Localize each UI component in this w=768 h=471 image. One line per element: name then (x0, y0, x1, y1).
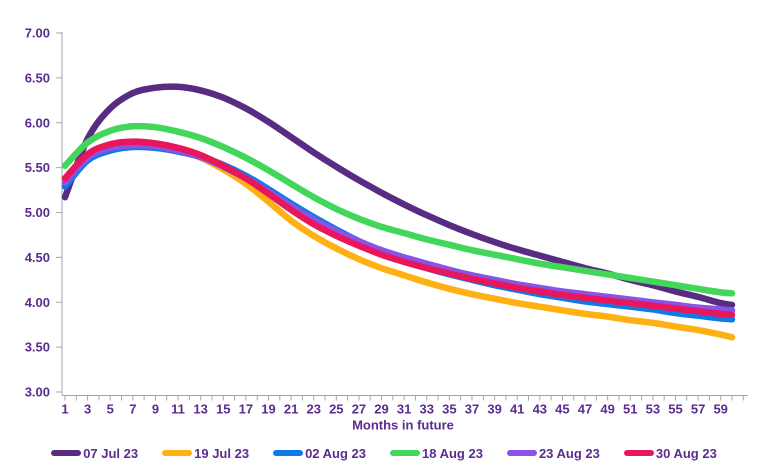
x-tick-label: 43 (533, 402, 547, 417)
x-tick-label: 13 (193, 402, 207, 417)
axis-labels: 3.003.504.004.505.005.506.006.507.001 3 5 7… (25, 26, 728, 433)
series-lines (61, 83, 736, 341)
x-tick-label: 39 (487, 402, 501, 417)
x-tick-label: 11 (171, 402, 185, 417)
y-tick-label: 6.50 (25, 70, 50, 85)
x-tick-label: 5 (107, 402, 114, 417)
chart-canvas: 3.003.504.004.505.005.506.006.507.001 3 5 7… (25, 26, 748, 433)
legend-swatch (162, 450, 193, 456)
x-tick-label: 29 (374, 402, 388, 417)
x-tick-label: 51 (623, 402, 637, 417)
legend-swatch (390, 450, 420, 456)
legend-label: 18 Aug 23 (422, 445, 483, 461)
legend-label: 23 Aug 23 (538, 445, 600, 461)
x-tick-label: 7 (129, 402, 136, 417)
x-tick-label: 21 (284, 402, 298, 417)
series-line-18-aug-23 (61, 122, 736, 297)
x-tick-label: 57 (691, 402, 705, 417)
x-axis-title: Months in future (352, 418, 454, 433)
legend-item-19-jul-23: 19 Jul 23 (162, 446, 249, 461)
chart-legend: 07 Jul 23 19 Jul 23 02 Aug 23 18 Aug 23 23 A… (0, 439, 768, 467)
legend-item-30-aug-23: 30 Aug 23 (623, 445, 717, 461)
legend-swatch (51, 450, 82, 456)
x-tick-label: 59 (713, 402, 727, 417)
legend-item-23-aug-23: 23 Aug 23 (506, 445, 600, 461)
x-tick-label: 27 (352, 402, 366, 417)
x-tick-label: 15 (216, 402, 230, 417)
y-tick-label: 4.00 (25, 295, 50, 310)
legend-item-18-aug-23: 18 Aug 23 (390, 446, 483, 461)
axes (56, 32, 748, 401)
x-tick-label: 37 (465, 402, 479, 417)
x-tick-label: 47 (578, 402, 592, 417)
x-tick-label: 41 (510, 402, 524, 417)
x-tick-label: 1 (61, 402, 68, 417)
y-tick-label: 5.50 (25, 160, 50, 175)
x-tick-label: 3 (84, 402, 91, 417)
y-tick-label: 3.50 (25, 340, 50, 355)
y-tick-label: 3.00 (25, 385, 50, 400)
legend-label: 30 Aug 23 (655, 445, 717, 461)
legend-swatch (506, 450, 537, 456)
x-tick-label: 25 (329, 402, 343, 417)
x-tick-label: 53 (646, 402, 660, 417)
legend-item-02-aug-23: 02 Aug 23 (273, 446, 366, 461)
legend-label: 02 Aug 23 (305, 445, 366, 461)
legend-label: 19 Jul 23 (194, 445, 250, 461)
y-tick-label: 5.00 (25, 205, 50, 220)
x-tick-label: 35 (442, 402, 456, 417)
y-tick-label: 4.50 (25, 250, 50, 265)
legend-label: 07 Jul 23 (83, 445, 139, 461)
x-tick-label: 33 (420, 402, 434, 417)
legend-swatch (273, 450, 304, 456)
series-line-30-aug-23 (61, 138, 736, 319)
x-tick-label: 31 (397, 402, 411, 417)
y-tick-label: 7.00 (25, 26, 50, 41)
legend-swatch (623, 450, 654, 456)
x-tick-label: 23 (306, 402, 320, 417)
x-tick-label: 55 (668, 402, 682, 417)
x-tick-label: 17 (239, 402, 253, 417)
series-line-23-aug-23 (61, 141, 736, 314)
x-tick-label: 9 (152, 402, 159, 417)
legend-item-07-jul-23: 07 Jul 23 (51, 446, 138, 461)
x-tick-label: 49 (600, 402, 614, 417)
x-tick-label: 45 (555, 402, 569, 417)
x-tick-label: 19 (261, 402, 275, 417)
y-tick-label: 6.00 (25, 115, 50, 130)
